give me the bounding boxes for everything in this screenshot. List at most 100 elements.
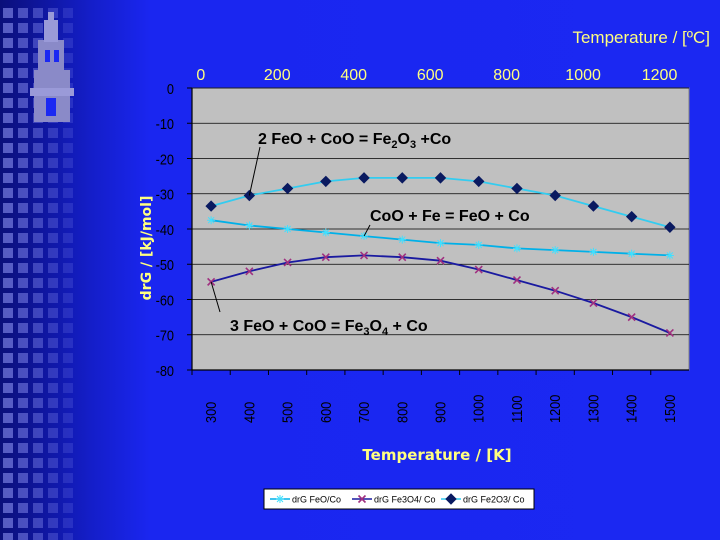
sidebar-square — [18, 278, 28, 288]
sidebar-square — [18, 353, 28, 363]
sidebar-square — [3, 203, 13, 213]
sidebar-square — [63, 518, 73, 528]
annotation-leader — [363, 224, 371, 237]
sidebar-square — [3, 368, 13, 378]
sidebar-square — [3, 188, 13, 198]
sidebar-square — [33, 188, 43, 198]
x-axis-title: Temperature / [K] — [362, 446, 511, 464]
legend-label: drG Fe3O4/ Co — [374, 495, 436, 505]
sidebar-square — [18, 218, 28, 228]
sidebar-square — [18, 383, 28, 393]
annotation-text: O — [370, 318, 382, 335]
annotation-text: + Co — [388, 318, 428, 335]
sidebar-square — [33, 443, 43, 453]
sidebar-square — [63, 23, 73, 33]
sidebar-square — [3, 293, 13, 303]
data-point — [359, 251, 369, 260]
top-tick-label: 600 — [417, 67, 444, 84]
x-tick-label: 600 — [317, 402, 334, 423]
sidebar-square — [48, 188, 58, 198]
x-tick-label: 1300 — [584, 394, 601, 423]
x-tick-label: 1400 — [623, 394, 640, 423]
sidebar-square — [3, 173, 13, 183]
sidebar-square — [63, 158, 73, 168]
sidebar-square — [63, 53, 73, 63]
sidebar-square — [18, 488, 28, 498]
sidebar-square — [48, 128, 58, 138]
sidebar-square — [18, 143, 28, 153]
data-point — [474, 240, 483, 249]
sidebar-square — [48, 218, 58, 228]
sidebar-square — [18, 398, 28, 408]
sidebar-square — [63, 203, 73, 213]
sidebar-square — [63, 353, 73, 363]
sidebar-square — [18, 38, 28, 48]
sidebar-square — [63, 368, 73, 378]
y-axis-title: drG / [kJ/mol] — [139, 196, 155, 301]
annotation-leader — [210, 281, 221, 313]
sidebar-square — [3, 248, 13, 258]
sidebar-square — [18, 533, 28, 540]
sidebar-square — [3, 323, 13, 333]
legend-label: drG Fe2O3/ Co — [463, 495, 525, 505]
sidebar-square — [48, 398, 58, 408]
sidebar-square — [48, 458, 58, 468]
sidebar-square — [18, 503, 28, 513]
sidebar-square — [18, 203, 28, 213]
annotation-label: 3 FeO + CoO = Fe3O4 + Co — [230, 318, 428, 338]
sidebar-square — [33, 233, 43, 243]
sidebar-square — [33, 368, 43, 378]
top-tick-label: 400 — [340, 67, 367, 84]
sidebar-square — [18, 443, 28, 453]
data-point — [627, 313, 636, 322]
annotation-text: 2 FeO + CoO = Fe — [258, 131, 391, 148]
data-point — [357, 494, 367, 504]
sidebar-square — [33, 248, 43, 258]
data-point — [445, 493, 457, 505]
data-point — [511, 182, 523, 195]
sidebar-square — [63, 488, 73, 498]
top-tick-label: 1000 — [565, 67, 601, 84]
sidebar-square — [33, 173, 43, 183]
data-point — [436, 256, 445, 265]
sidebar-square — [33, 383, 43, 393]
sidebar-square — [3, 488, 13, 498]
sidebar-square — [63, 263, 73, 273]
sidebar-square — [63, 233, 73, 243]
axes-group: Temperature / [ºC] Temperature / [K] drG… — [139, 28, 710, 464]
data-point — [589, 247, 598, 256]
sidebar-square — [63, 173, 73, 183]
sidebar-square — [48, 203, 58, 213]
sidebar-square — [3, 278, 13, 288]
sidebar-square — [18, 248, 28, 258]
sidebar-square — [63, 458, 73, 468]
sidebar-square — [3, 383, 13, 393]
data-point — [512, 244, 521, 253]
sidebar-square — [18, 413, 28, 423]
x-tick-label: 1000 — [470, 394, 487, 423]
sidebar-square — [48, 248, 58, 258]
data-point — [207, 216, 216, 225]
sidebar-square — [18, 368, 28, 378]
sidebar-square — [48, 158, 58, 168]
y-tick-label: -10 — [156, 115, 175, 132]
sidebar-square — [33, 428, 43, 438]
x-tick-label: 800 — [393, 402, 410, 423]
sidebar-square — [48, 338, 58, 348]
sidebar-square — [48, 368, 58, 378]
data-point — [665, 251, 674, 260]
sidebar-square — [3, 458, 13, 468]
sidebar-square — [63, 278, 73, 288]
sidebar-square — [33, 23, 43, 33]
x-tick-label: 1100 — [508, 395, 525, 423]
sidebar-square — [18, 263, 28, 273]
y-tick-label: -80 — [156, 362, 175, 379]
sidebar-square — [63, 428, 73, 438]
annotation-text: 3 — [363, 326, 369, 338]
sidebar-square — [18, 518, 28, 528]
sidebar-square — [48, 263, 58, 273]
sidebar-square — [48, 173, 58, 183]
sidebar-square — [3, 308, 13, 318]
sidebar-square — [63, 473, 73, 483]
